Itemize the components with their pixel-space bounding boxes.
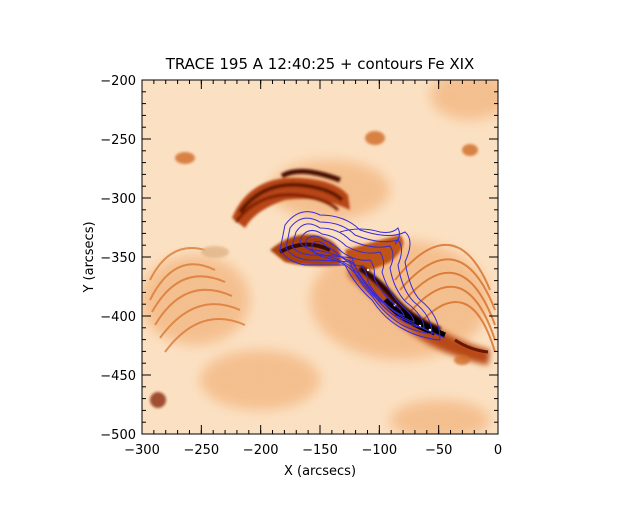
upper-active-loops: [232, 168, 350, 228]
x-tick-label: −250: [183, 443, 219, 458]
y-tick-label: −500: [100, 428, 136, 443]
y-tick-label: −250: [100, 133, 136, 148]
x-tick-label: −300: [124, 443, 160, 458]
solar-image: [142, 80, 498, 434]
y-axis-ticks: −200 −250 −300 −350 −400 −450 −500: [100, 74, 498, 443]
contour-3: [291, 223, 425, 329]
y-tick-label: −350: [100, 251, 136, 266]
contour-upper-tongue: [339, 227, 400, 245]
y-tick-label: −200: [100, 74, 136, 89]
contour-outer: [279, 211, 441, 341]
y-axis-label: Y (arcsecs): [82, 221, 97, 293]
contour-6: [311, 240, 387, 305]
left-loop-arcade: [149, 247, 246, 353]
x-axis-ticks: −300 −250 −200 −150 −100 −50 0: [124, 80, 502, 458]
x-tick-label: −100: [361, 443, 397, 458]
contour-5: [305, 235, 405, 317]
x-axis-label: X (arcsecs): [284, 464, 356, 479]
y-tick-label: −450: [100, 369, 136, 384]
right-loop-arcade: [394, 243, 496, 353]
x-tick-label: −150: [302, 443, 338, 458]
contour-lower-tongue: [394, 314, 446, 339]
y-tick-label: −400: [100, 310, 136, 325]
contour-4: [299, 230, 415, 323]
y-tick-label: −300: [100, 192, 136, 207]
x-tick-label: −200: [243, 443, 279, 458]
figure-title: TRACE 195 A 12:40:25 + contours Fe XIX: [165, 55, 475, 73]
small-features: [150, 131, 478, 408]
diffuse-emission: [142, 80, 498, 434]
x-tick-label: −50: [425, 443, 452, 458]
fe-xix-contours: [279, 211, 446, 341]
x-tick-label: 0: [494, 443, 502, 458]
